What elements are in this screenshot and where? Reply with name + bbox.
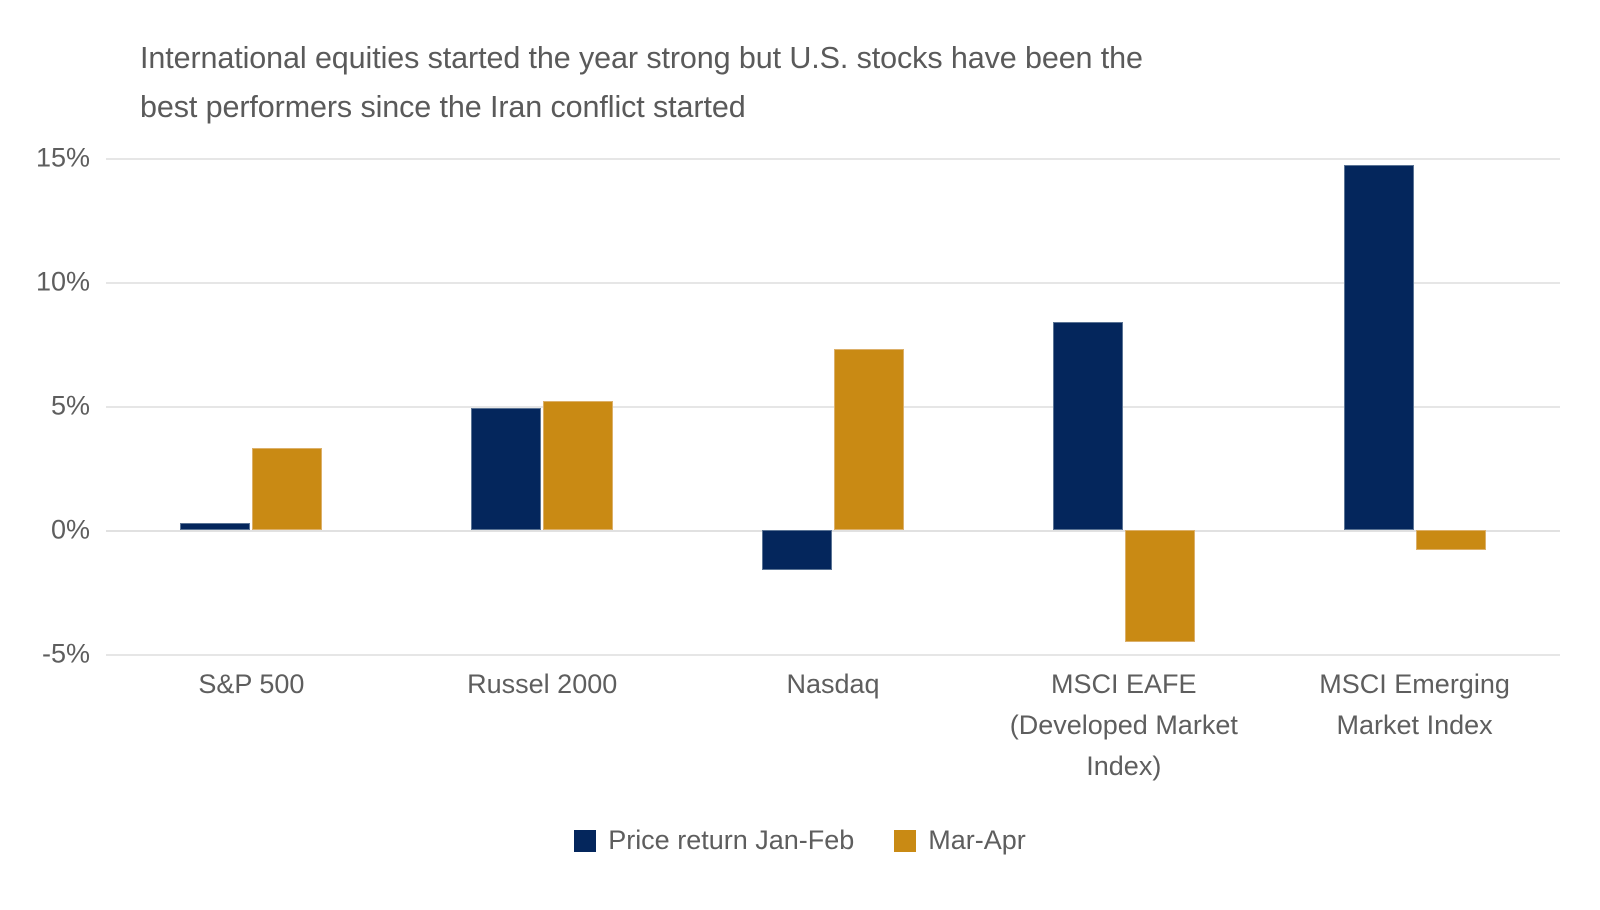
x-axis-tick-label: Russel 2000 bbox=[467, 669, 618, 699]
bar bbox=[834, 348, 904, 530]
x-axis-tick-label: S&P 500 bbox=[198, 669, 305, 699]
legend-label: Mar-Apr bbox=[928, 825, 1026, 855]
legend-item[interactable]: Mar-Apr bbox=[894, 825, 1026, 856]
bar bbox=[1343, 165, 1414, 530]
bar bbox=[252, 448, 323, 530]
gridline bbox=[106, 654, 1560, 656]
bars-group bbox=[106, 158, 1560, 654]
bar bbox=[543, 401, 614, 530]
gridline bbox=[106, 158, 1560, 160]
y-axis-tick-label: 10% bbox=[35, 266, 90, 297]
bar bbox=[762, 530, 832, 570]
bar bbox=[1052, 321, 1123, 530]
bar bbox=[180, 522, 251, 530]
bar bbox=[1415, 530, 1486, 550]
y-axis-tick-label: 5% bbox=[50, 390, 90, 421]
legend-swatch-icon bbox=[894, 829, 917, 852]
legend-label: Price return Jan-Feb bbox=[608, 825, 855, 855]
x-axis-tick-label: MSCI Emerging Market Index bbox=[1319, 669, 1510, 740]
gridline bbox=[106, 282, 1560, 284]
chart-title: International equities started the year … bbox=[140, 41, 1143, 124]
legend-item[interactable]: Price return Jan-Feb bbox=[574, 825, 854, 856]
gridline bbox=[106, 406, 1560, 408]
bar bbox=[471, 408, 542, 530]
y-axis-tick-label: -5% bbox=[41, 638, 90, 669]
bar bbox=[1124, 530, 1195, 642]
gridline bbox=[106, 530, 1560, 532]
chart-legend: Price return Jan-Feb Mar-Apr bbox=[0, 825, 1600, 856]
y-axis-tick-label: 0% bbox=[50, 514, 90, 545]
y-axis-tick-label: 15% bbox=[35, 142, 90, 173]
x-axis-tick-label: MSCI EAFE (Developed Market Index) bbox=[1009, 669, 1238, 781]
legend-swatch-icon bbox=[574, 829, 597, 852]
x-axis-tick-label: Nasdaq bbox=[786, 669, 880, 699]
plot-area bbox=[106, 158, 1560, 656]
x-axis-tick-labels: S&P 500 Russel 2000 Nasdaq MSCI EAFE (Devel… bbox=[106, 664, 1560, 804]
